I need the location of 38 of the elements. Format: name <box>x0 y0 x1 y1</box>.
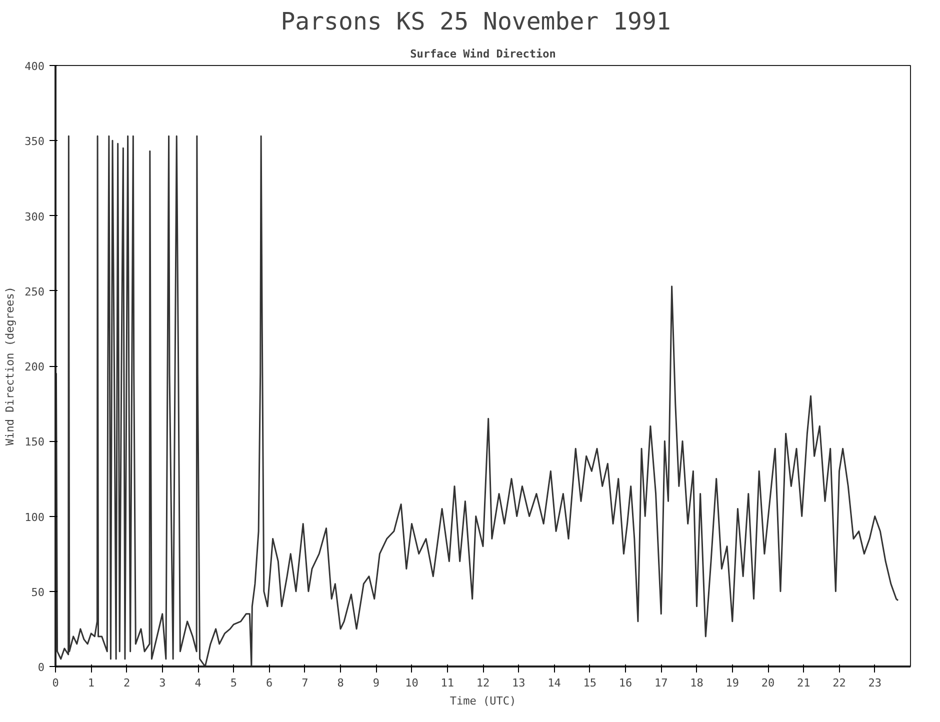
x-tick-label: 22 <box>832 676 846 690</box>
x-tick-label: 16 <box>618 676 632 690</box>
x-tick-label: 20 <box>761 676 775 690</box>
x-tick-label: 2 <box>123 676 130 690</box>
y-tick-label: 200 <box>24 360 45 374</box>
x-tick-label: 4 <box>194 676 202 690</box>
x-axis-title: Time (UTC) <box>450 694 516 708</box>
x-tick-label: 13 <box>512 676 526 690</box>
x-tick-label: 0 <box>52 676 59 690</box>
x-tick-label: 1 <box>88 676 94 690</box>
chart-title: Parsons KS 25 November 1991 <box>280 8 671 36</box>
y-tick-label: 300 <box>24 210 45 224</box>
x-tick-label: 15 <box>583 676 596 690</box>
x-tick-label: 7 <box>302 676 308 690</box>
y-tick-label: 250 <box>24 285 45 298</box>
y-tick-label: 0 <box>38 661 44 674</box>
x-tick-label: 14 <box>548 676 562 690</box>
x-tick-label: 17 <box>654 676 668 690</box>
chart-subtitle: Surface Wind Direction <box>410 48 556 60</box>
x-tick-label: 10 <box>405 676 418 690</box>
y-tick-label: 150 <box>24 436 45 449</box>
x-tick-label: 21 <box>797 676 810 690</box>
y-tick-label: 100 <box>24 510 45 524</box>
x-tick-label: 19 <box>726 676 739 690</box>
x-tick-label: 8 <box>337 676 344 690</box>
x-tick-label: 3 <box>159 676 166 690</box>
y-tick-label: 50 <box>31 586 45 599</box>
x-tick-label: 5 <box>230 676 237 690</box>
x-tick-label: 9 <box>372 676 380 690</box>
y-axis-title: Wind Direction (degrees) <box>4 286 17 446</box>
x-tick-label: 18 <box>690 676 704 690</box>
y-tick-label: 400 <box>24 60 45 73</box>
x-tick-label: 12 <box>476 676 490 690</box>
x-tick-label: 6 <box>266 676 273 690</box>
y-tick-label: 350 <box>24 135 45 148</box>
line-series <box>56 135 899 666</box>
x-tick-label: 23 <box>868 676 882 690</box>
x-tick-label: 11 <box>440 676 454 690</box>
